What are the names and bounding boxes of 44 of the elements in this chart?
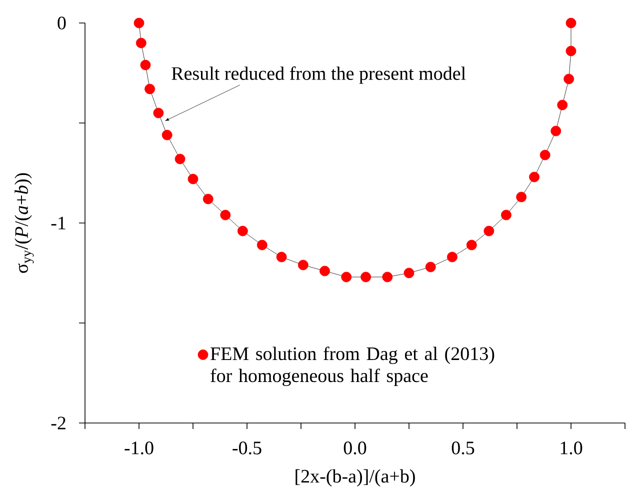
point (188, 174, 198, 184)
point (237, 226, 248, 236)
x-tick-label: -1.0 (124, 442, 154, 454)
y-tick-label: -2 (51, 416, 66, 430)
legend-label: FEM solution from Dag et al (2013) for homogeneous half space (210, 346, 494, 386)
point (404, 268, 414, 278)
point (140, 60, 151, 70)
x-tick-label: 0.5 (452, 442, 474, 454)
point (136, 38, 146, 48)
point (466, 240, 477, 250)
x-axis-title: [2x-(b-a)]/(a+b) (296, 469, 415, 487)
point (540, 150, 550, 160)
point (341, 272, 352, 282)
x-tick-label: 1.0 (560, 442, 582, 454)
point (360, 272, 371, 282)
point (550, 126, 562, 136)
point (298, 260, 308, 270)
point (484, 226, 494, 236)
point (382, 272, 393, 282)
x-tick-label: -0.5 (232, 442, 262, 454)
point (320, 266, 330, 276)
y-tick-label: 0 (58, 16, 66, 30)
point (566, 18, 576, 28)
point (564, 74, 574, 84)
point (174, 154, 186, 164)
point (220, 210, 231, 220)
point (425, 262, 436, 272)
point (202, 194, 214, 204)
x-tick-label: 0.0 (344, 442, 366, 454)
point (516, 192, 527, 202)
point (447, 252, 458, 262)
text: σ$_{yy}$/(P/(a+b)) (14, 173, 34, 273)
point (153, 108, 164, 118)
y-tick-label: -1 (51, 216, 66, 230)
point (276, 252, 287, 262)
annotation: Result reduced from the present model (172, 66, 466, 84)
point (144, 84, 155, 94)
point (529, 172, 540, 182)
point (501, 210, 512, 220)
point (256, 240, 268, 250)
point (162, 130, 172, 140)
point (134, 18, 144, 28)
point (557, 100, 568, 110)
point (566, 46, 576, 56)
